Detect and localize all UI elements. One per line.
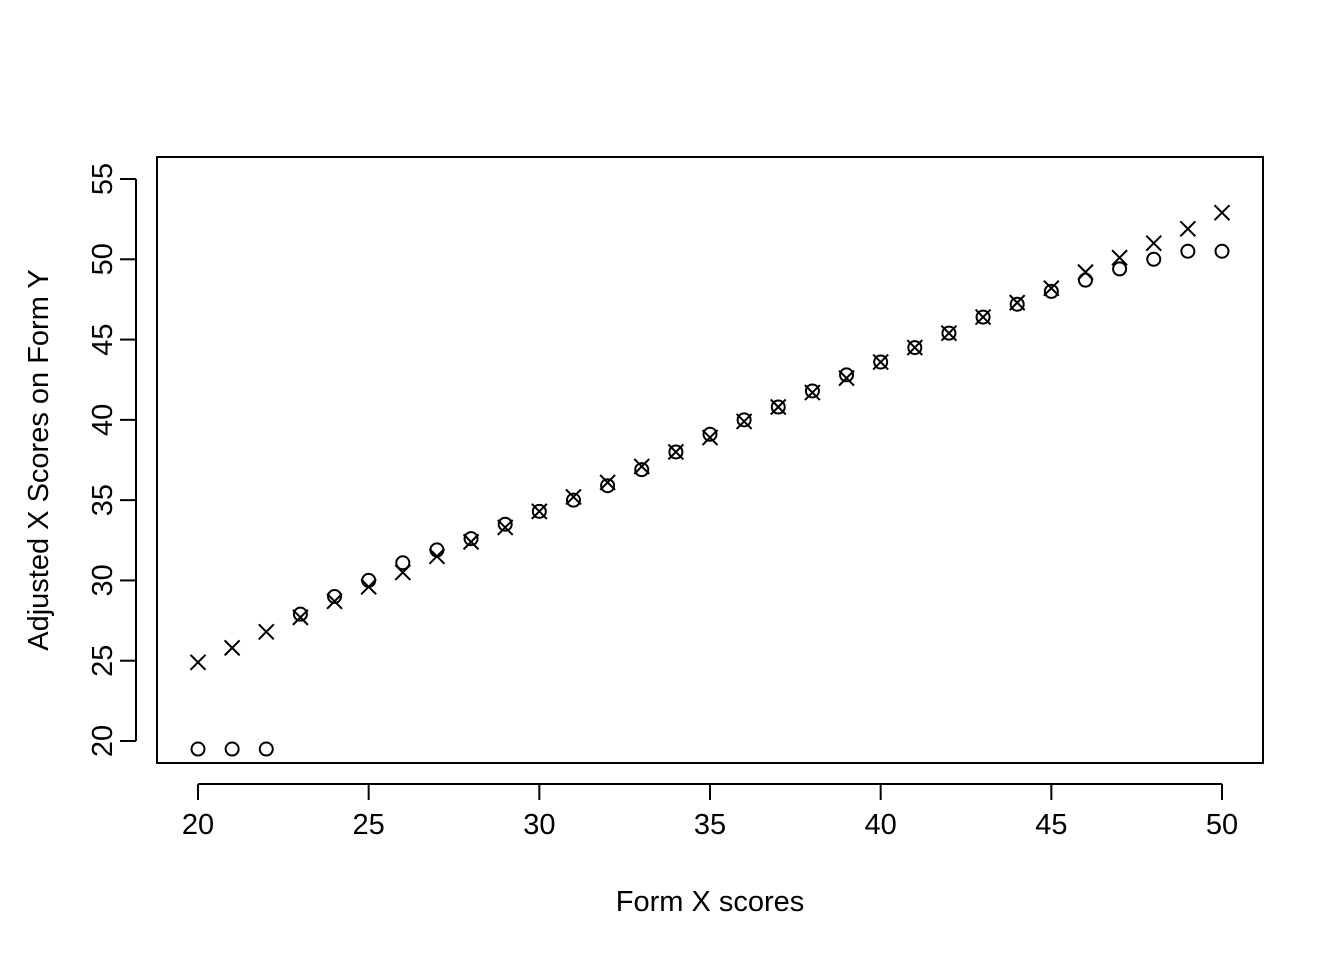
x-tick-label: 50 <box>1206 809 1238 841</box>
cross-point <box>599 474 616 491</box>
data-points <box>189 204 1231 757</box>
cross-point <box>735 413 753 430</box>
circle-point <box>292 606 308 622</box>
x-tick-label: 45 <box>1035 809 1067 841</box>
x-tick-label: 30 <box>523 809 555 841</box>
circle-point <box>804 383 820 399</box>
series-circle <box>190 243 1230 757</box>
cross-point <box>1145 235 1162 252</box>
circle-point <box>1077 272 1093 288</box>
cross-point <box>565 488 582 506</box>
circle-point <box>770 399 786 415</box>
cross-point <box>906 339 924 356</box>
x-tick-label: 20 <box>182 809 214 841</box>
cross-point <box>838 369 855 387</box>
cross-point <box>292 609 309 626</box>
y-tick-label: 50 <box>87 243 119 275</box>
x-tick-label: 35 <box>694 809 726 841</box>
cross-point <box>189 654 207 671</box>
y-tick-label: 25 <box>87 645 119 677</box>
y-tick-label: 20 <box>87 725 119 757</box>
y-tick-label: 55 <box>87 163 119 195</box>
circle-point <box>327 588 343 604</box>
circle-point <box>531 503 547 519</box>
circle-point <box>1146 251 1162 267</box>
cross-point <box>872 353 889 371</box>
y-tick-label: 45 <box>87 323 119 355</box>
circle-point <box>941 325 957 341</box>
cross-point <box>360 578 377 596</box>
circle-point <box>497 516 513 532</box>
circle-point <box>1009 296 1025 312</box>
circle-point <box>429 542 445 558</box>
cross-point <box>667 443 685 461</box>
circle-point <box>873 354 889 370</box>
x-tick-label: 25 <box>353 809 385 841</box>
x-tick-label: 40 <box>865 809 897 841</box>
cross-point <box>1111 249 1128 266</box>
cross-point <box>701 429 719 446</box>
circle-point <box>463 531 479 547</box>
cross-point <box>496 519 514 536</box>
cross-point <box>974 308 992 326</box>
y-tick-label: 30 <box>87 564 119 596</box>
cross-point <box>1008 294 1026 311</box>
cross-point <box>326 593 343 610</box>
y-tick-label: 40 <box>87 404 119 436</box>
circle-point <box>224 741 240 757</box>
cross-point <box>1043 279 1060 297</box>
circle-point <box>600 478 616 494</box>
circle-point <box>702 426 718 442</box>
cross-point <box>804 384 821 401</box>
cross-point <box>940 324 958 342</box>
y-axis: 20 25 30 35 40 45 50 55 <box>87 163 137 757</box>
circle-point <box>258 741 274 757</box>
circle-point <box>1214 243 1230 259</box>
circle-point <box>565 492 581 508</box>
y-axis-title: Adjusted X Scores on Form Y <box>23 269 55 650</box>
circle-point <box>361 572 377 588</box>
cross-point <box>428 548 446 565</box>
cross-point <box>462 533 480 551</box>
x-axis: 20 25 30 35 40 45 50 <box>182 783 1238 841</box>
circle-point <box>1043 283 1059 299</box>
cross-point <box>633 458 650 475</box>
circle-point <box>839 367 855 383</box>
circle-point <box>736 412 752 428</box>
circle-point <box>907 340 923 356</box>
cross-point <box>770 398 787 416</box>
cross-point <box>1077 263 1094 281</box>
circle-point <box>190 741 206 757</box>
cross-point <box>1213 204 1231 221</box>
cross-point <box>258 623 275 641</box>
x-axis-title: Form X scores <box>616 886 805 918</box>
cross-point <box>394 564 412 581</box>
cross-point <box>1179 220 1197 237</box>
plot-frame <box>156 156 1264 764</box>
y-tick-label: 35 <box>87 484 119 516</box>
cross-point <box>531 503 548 520</box>
circle-point <box>975 309 991 325</box>
circle-point <box>1112 261 1128 277</box>
circle-point <box>634 462 650 478</box>
circle-point <box>395 555 411 571</box>
circle-point <box>1180 243 1196 259</box>
circle-point <box>668 444 684 460</box>
cross-point <box>223 639 241 657</box>
series-cross <box>189 204 1231 671</box>
